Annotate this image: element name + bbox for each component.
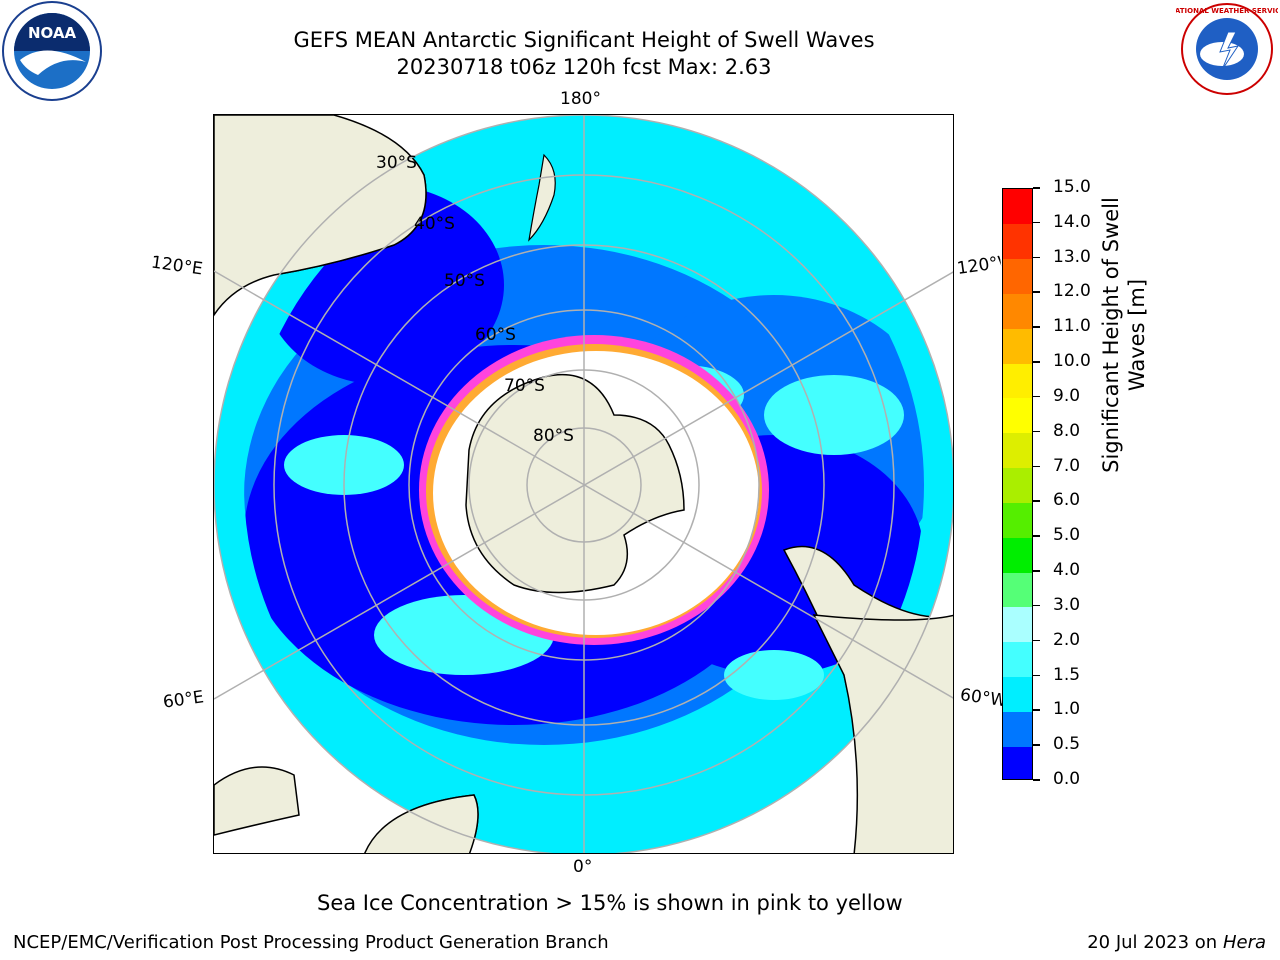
colorbar-tick-label: 2.0 [1053, 629, 1081, 650]
svg-text:NATIONAL WEATHER SERVICE: NATIONAL WEATHER SERVICE [1176, 7, 1278, 15]
colorbar-segment [1003, 223, 1032, 260]
colorbar-tick-label: 4.0 [1053, 560, 1081, 581]
colorbar-tick-label: 1.0 [1053, 699, 1081, 720]
nws-logo: NATIONAL WEATHER SERVICE [1176, 3, 1278, 95]
lat-label-70s: 70°S [504, 376, 545, 396]
colorbar-tick-label: 13.0 [1053, 246, 1091, 267]
colorbar-tick-mark [1033, 465, 1040, 468]
footer-date: 20 Jul 2023 on Hera [1087, 932, 1266, 953]
map-panel [213, 114, 954, 854]
colorbar-segment [1003, 641, 1032, 678]
colorbar-segment [1003, 606, 1032, 643]
noaa-logo-text: NOAA [28, 24, 77, 42]
colorbar-segment [1003, 502, 1032, 538]
colorbar-segment [1003, 467, 1032, 503]
colorbar-tick-mark [1033, 709, 1040, 711]
colorbar-segment [1003, 328, 1032, 364]
colorbar [1002, 188, 1033, 780]
chart-subtitle: 20230718 t06z 120h fcst Max: 2.63 [396, 55, 772, 79]
colorbar-tick-label: 1.5 [1053, 664, 1081, 685]
colorbar-tick-label: 10.0 [1053, 351, 1091, 372]
colorbar-segment [1003, 432, 1032, 469]
colorbar-tick-label: 5.0 [1053, 525, 1081, 546]
noaa-logo: NOAA [2, 1, 102, 101]
colorbar-tick-mark [1033, 674, 1040, 677]
colorbar-tick-label: 7.0 [1053, 455, 1081, 476]
colorbar-tick-label: 0.0 [1053, 769, 1081, 789]
lon-label-180: 180° [560, 89, 601, 109]
footer-date-text: 20 Jul 2023 on [1087, 932, 1223, 953]
colorbar-tick-label: 9.0 [1053, 385, 1081, 406]
colorbar-segment [1003, 572, 1032, 608]
colorbar-tick-label: 6.0 [1053, 490, 1081, 511]
lat-label-40s: 40°S [414, 214, 455, 234]
colorbar-tick-label: 3.0 [1053, 594, 1081, 615]
new-zealand [528, 153, 556, 242]
colorbar-segment [1003, 746, 1032, 779]
colorbar-tick-mark [1033, 744, 1040, 746]
sea-ice-note: Sea Ice Concentration > 15% is shown in … [317, 891, 903, 915]
lon-label-120w: 120°W [955, 253, 1003, 279]
colorbar-tick-mark [1033, 570, 1040, 572]
colorbar-label: Significant Height of Swell Waves [m] [1098, 185, 1150, 485]
colorbar-tick-mark [1033, 535, 1040, 537]
colorbar-tick-mark [1033, 256, 1040, 259]
colorbar-tick-mark [1033, 291, 1040, 293]
antarctica [465, 373, 685, 594]
lat-label-30s: 30°S [376, 153, 417, 173]
colorbar-segment [1003, 189, 1032, 225]
colorbar-segment [1003, 397, 1032, 434]
colorbar-tick-mark [1033, 430, 1040, 433]
colorbar-tick-label: 15.0 [1053, 177, 1091, 197]
colorbar-label-line1: Significant Height of Swell [1099, 197, 1123, 473]
lon-label-60w: 60°W [958, 685, 1006, 711]
footer-credit: NCEP/EMC/Verification Post Processing Pr… [13, 932, 609, 953]
polar-map [214, 115, 953, 853]
colorbar-tick-label: 8.0 [1053, 420, 1081, 441]
colorbar-segment [1003, 676, 1032, 712]
colorbar-label-line2: Waves [m] [1125, 278, 1149, 392]
colorbar-tick-mark [1033, 187, 1040, 189]
footer-host: Hera [1222, 932, 1266, 953]
lon-label-0: 0° [573, 857, 593, 877]
chart-title: GEFS MEAN Antarctic Significant Height o… [293, 28, 875, 52]
colorbar-segment [1003, 537, 1032, 573]
lat-label-80s: 80°S [533, 426, 574, 446]
lon-label-120e: 120°E [149, 252, 204, 280]
colorbar-tick-mark [1033, 604, 1040, 607]
colorbar-tick-mark [1033, 779, 1040, 781]
colorbar-tick-label: 0.5 [1053, 734, 1081, 755]
colorbar-segment [1003, 258, 1032, 294]
colorbar-tick-label: 12.0 [1053, 281, 1091, 302]
lon-label-60e: 60°E [161, 687, 206, 713]
colorbar-tick-mark [1033, 326, 1040, 328]
lat-label-60s: 60°S [475, 325, 516, 345]
colorbar-tick-label: 11.0 [1053, 316, 1091, 337]
colorbar-tick-mark [1033, 500, 1040, 502]
colorbar-tick-mark [1033, 361, 1040, 363]
colorbar-tick-mark [1033, 639, 1040, 642]
meridians [214, 115, 953, 853]
colorbar-tick-mark [1033, 221, 1040, 224]
colorbar-tick-mark [1033, 395, 1040, 398]
lat-label-50s: 50°S [444, 271, 485, 291]
colorbar-segment [1003, 293, 1032, 329]
colorbar-tick-label: 14.0 [1053, 211, 1091, 232]
colorbar-segment [1003, 363, 1032, 399]
colorbar-segment [1003, 711, 1032, 747]
